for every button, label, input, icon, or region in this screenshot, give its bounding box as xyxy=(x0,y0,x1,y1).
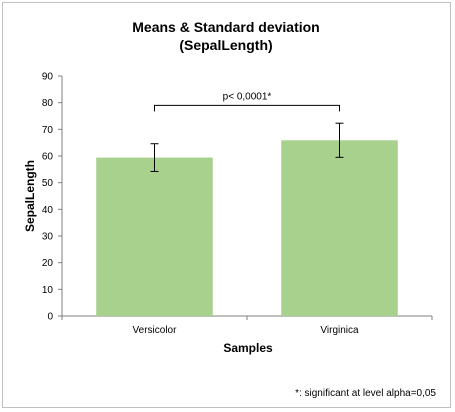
y-tick-label: 80 xyxy=(42,98,54,109)
y-tick-label: 60 xyxy=(42,152,54,163)
y-axis-title: SepalLength xyxy=(23,160,37,232)
significance-label: p< 0,0001* xyxy=(223,91,272,102)
plot-area: 0 10 20 30 40 50 60 70 80 90 Versicolor Virginica p<… xyxy=(42,72,433,336)
chart-title-line-2: (SepalLength) xyxy=(179,37,272,53)
y-tick-label: 10 xyxy=(42,285,54,296)
y-tick-label: 90 xyxy=(42,72,54,83)
x-axis-title: Samples xyxy=(223,341,273,355)
y-tick-label: 0 xyxy=(47,312,53,323)
y-tick-label: 40 xyxy=(42,205,54,216)
bar-versicolor xyxy=(96,157,213,316)
significance-bracket xyxy=(154,104,340,112)
y-tick-label: 50 xyxy=(42,178,54,189)
x-tick-label: Virginica xyxy=(320,325,359,336)
y-tick-label: 70 xyxy=(42,125,54,136)
x-tick-label: Versicolor xyxy=(133,325,178,336)
chart-title-line-1: Means & Standard deviation xyxy=(132,19,319,35)
bar-virginica xyxy=(281,140,398,316)
footnote: *: significant at level alpha=0,05 xyxy=(295,388,436,399)
y-tick-label: 20 xyxy=(42,258,54,269)
y-tick-label: 30 xyxy=(42,232,54,243)
